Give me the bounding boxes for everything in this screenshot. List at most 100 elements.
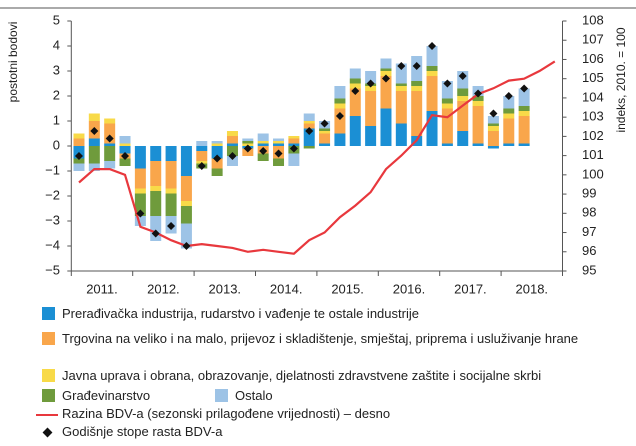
bar-segment	[211, 158, 223, 169]
bar-segment	[303, 146, 315, 149]
bar-segment	[518, 116, 530, 144]
bar-segment	[119, 143, 131, 146]
bar-segment	[487, 123, 499, 126]
bar-segment	[365, 86, 377, 91]
bar-segment	[472, 106, 484, 144]
bar-segment	[104, 123, 116, 144]
bar-segment	[257, 153, 269, 161]
y-tick-label: 3	[53, 62, 60, 77]
bar-segment	[441, 103, 453, 109]
bar-segment	[380, 68, 392, 71]
bar-segment	[196, 141, 208, 146]
bar-segment	[73, 138, 85, 146]
bar-segment	[349, 78, 361, 84]
bar-segment	[426, 76, 438, 111]
bar-segment	[119, 136, 131, 144]
bar-segment	[380, 76, 392, 109]
diamond-marker	[90, 127, 99, 135]
bar-segment	[134, 216, 146, 226]
y2-tick-label: 99	[582, 186, 596, 201]
bar-segment	[487, 146, 499, 149]
bar-segment	[196, 151, 208, 161]
diamond-marker	[105, 134, 114, 143]
bar-segment	[165, 193, 177, 216]
bar-segment	[319, 128, 331, 131]
bar-segment	[426, 111, 438, 146]
bar-segment	[242, 141, 254, 144]
bar-segment	[226, 143, 238, 146]
bar-segment	[150, 146, 162, 161]
diamond-marker	[197, 162, 206, 170]
diamond-marker	[397, 62, 406, 70]
diamond-marker	[320, 119, 329, 128]
bar-segment	[226, 146, 238, 156]
bar-segment	[518, 143, 530, 146]
bar-segment	[150, 161, 162, 186]
bar-segment	[88, 146, 100, 164]
y2-tick-label: 98	[582, 205, 596, 220]
diamond-marker	[289, 144, 298, 153]
bar-segment	[134, 188, 146, 194]
y-tick-label: −3	[45, 212, 60, 227]
bar-segment	[349, 88, 361, 116]
bar-segment	[288, 153, 300, 166]
x-tick-label: 2012.	[147, 281, 180, 296]
y-axis-label: postotni bodovi	[6, 22, 20, 103]
diamond-marker	[121, 152, 130, 160]
x-tick-label: 2017.	[454, 281, 487, 296]
bar-segment	[457, 101, 469, 131]
legend-swatch	[42, 307, 55, 320]
bar-segment	[273, 141, 285, 144]
bar-segment	[180, 146, 192, 176]
y2-tick-label: 108	[582, 12, 604, 27]
diamond-marker	[366, 79, 375, 88]
bar-segment	[303, 123, 315, 129]
bar-segment	[288, 138, 300, 144]
diamond-marker	[167, 222, 176, 230]
x-tick-label: 2015.	[331, 281, 364, 296]
diamond-marker	[74, 152, 83, 160]
bar-segment	[411, 91, 423, 136]
bar-segment	[518, 111, 530, 116]
legend-swatch	[42, 332, 55, 345]
diamond-marker	[243, 144, 252, 153]
bar-segment	[134, 168, 146, 189]
bar-segment	[73, 163, 85, 171]
bar-segment	[472, 96, 484, 101]
diamond-marker	[274, 149, 283, 158]
bar-segment	[395, 63, 407, 84]
bar-segment	[165, 146, 177, 161]
bar-segment	[226, 136, 238, 144]
bar-segment	[180, 223, 192, 249]
diamond-marker	[412, 62, 421, 70]
bar-segment	[380, 71, 392, 76]
y2-tick-label: 107	[582, 32, 604, 47]
bar-segment	[104, 146, 116, 161]
bar-segment	[349, 83, 361, 89]
diamond-marker	[351, 87, 360, 95]
bar-segment	[226, 131, 238, 136]
bar-segment	[134, 193, 146, 216]
y2-tick-label: 102	[582, 128, 604, 143]
y2-tick-label: 103	[582, 109, 604, 124]
bar-segment	[487, 116, 499, 124]
x-tick-label: 2011.	[86, 281, 118, 296]
bar-segment	[426, 66, 438, 71]
bar-segment	[426, 71, 438, 76]
bar-segment	[426, 46, 438, 66]
bar-segment	[365, 91, 377, 126]
bar-segment	[119, 146, 131, 154]
x-tick-label: 2013.	[209, 281, 242, 296]
bar-segment	[411, 86, 423, 91]
bar-segment	[457, 131, 469, 146]
y-tick-label: 4	[53, 37, 60, 52]
bar-segment	[380, 108, 392, 146]
legend-swatch	[42, 369, 55, 382]
x-tick-label: 2014.	[270, 281, 303, 296]
bar-segment	[134, 146, 146, 169]
diamond-marker	[443, 79, 452, 88]
bar-segment	[211, 168, 223, 176]
diamond-marker	[504, 92, 513, 100]
bar-segment	[503, 118, 515, 144]
bar-segment	[257, 141, 269, 144]
